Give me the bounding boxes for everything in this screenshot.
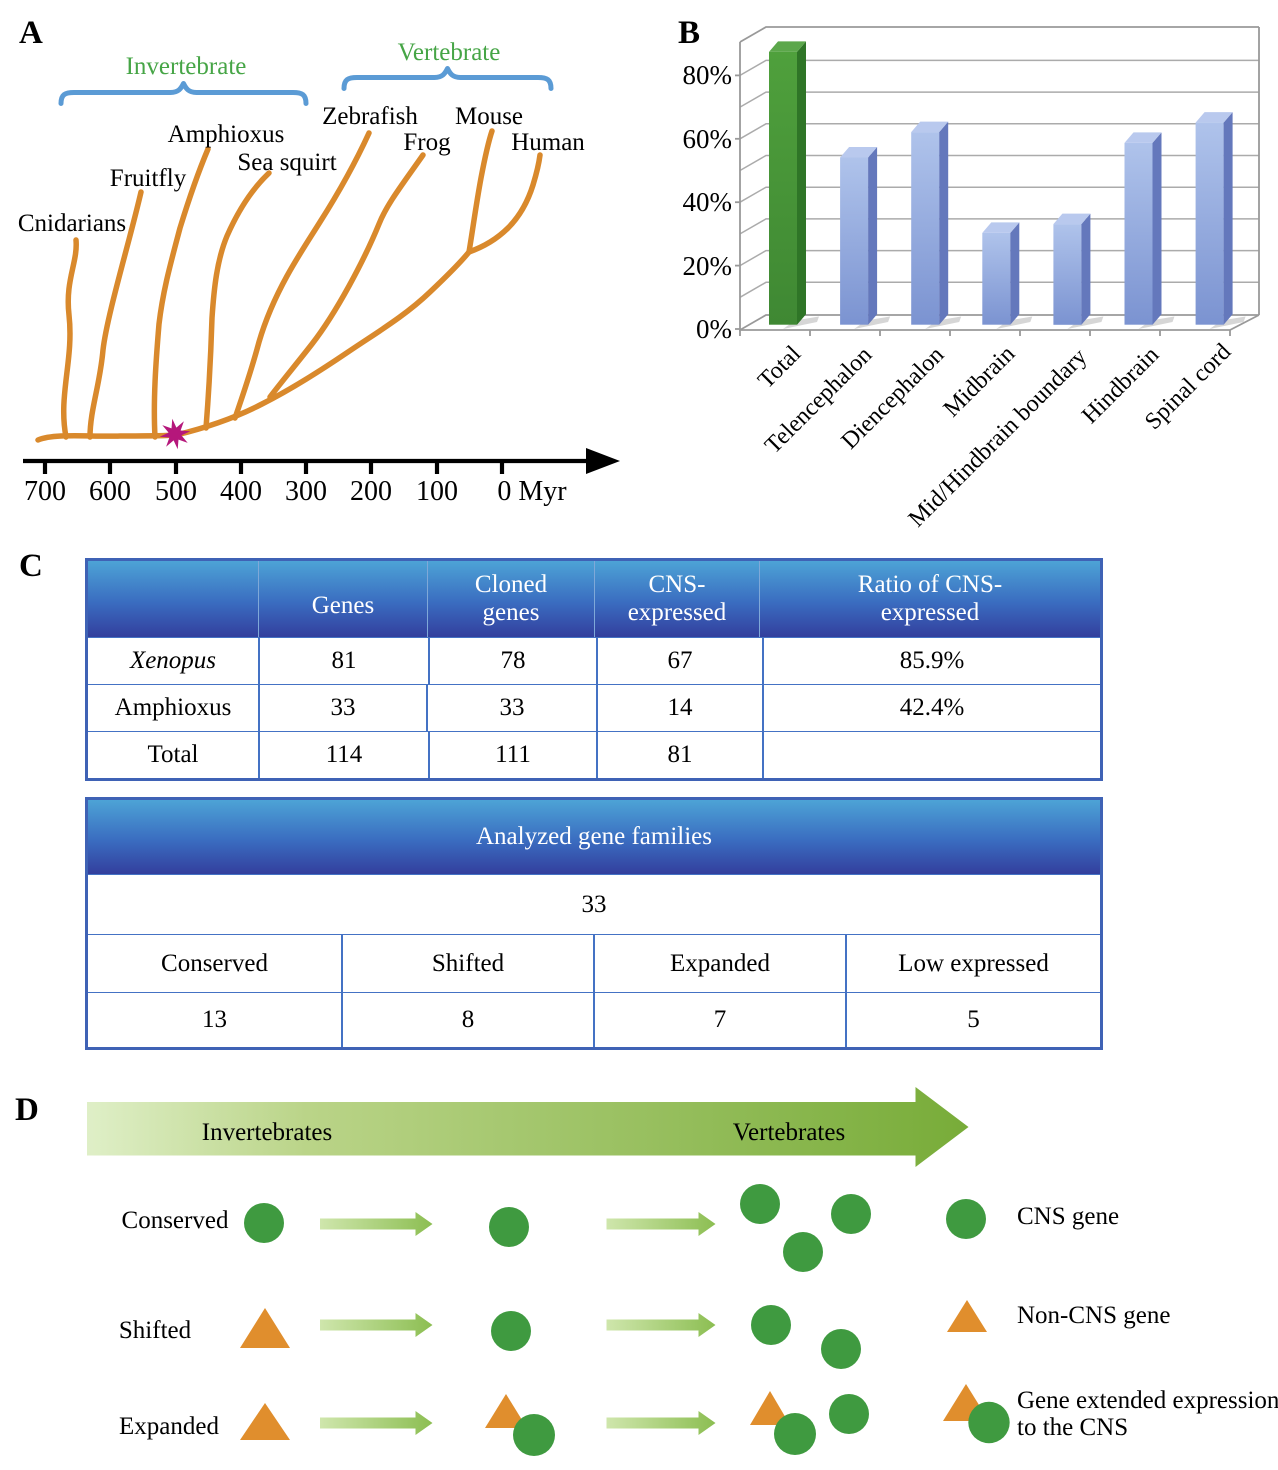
svg-text:Amphioxus: Amphioxus: [168, 121, 285, 148]
svg-text:Zebrafish: Zebrafish: [322, 103, 418, 130]
svg-text:20%: 20%: [683, 251, 733, 281]
svg-text:Human: Human: [511, 129, 585, 156]
svg-text:Invertebrate: Invertebrate: [126, 53, 247, 80]
svg-text:0 Myr: 0 Myr: [497, 476, 567, 507]
svg-text:Sea squirt: Sea squirt: [237, 149, 336, 176]
svg-text:Conserved: Conserved: [122, 1207, 229, 1234]
svg-text:Vertebrate: Vertebrate: [398, 39, 501, 66]
svg-text:Total: Total: [753, 341, 806, 394]
svg-text:to the CNS: to the CNS: [1017, 1414, 1128, 1441]
svg-text:Frog: Frog: [403, 129, 451, 156]
svg-text:Fruitfly: Fruitfly: [110, 165, 187, 192]
svg-text:Non-CNS gene: Non-CNS gene: [1017, 1302, 1170, 1329]
svg-text:700: 700: [24, 476, 66, 507]
svg-text:600: 600: [89, 476, 131, 507]
svg-text:400: 400: [220, 476, 262, 507]
svg-text:Cnidarians: Cnidarians: [18, 210, 126, 237]
svg-text:300: 300: [285, 476, 327, 507]
svg-text:Mouse: Mouse: [455, 103, 523, 130]
svg-text:40%: 40%: [683, 187, 733, 217]
svg-text:0%: 0%: [696, 314, 732, 344]
svg-text:Gene extended expression: Gene extended expression: [1017, 1387, 1278, 1414]
svg-text:60%: 60%: [683, 124, 733, 154]
svg-text:Invertebrates: Invertebrates: [202, 1119, 332, 1146]
svg-text:Shifted: Shifted: [119, 1317, 192, 1344]
svg-text:100: 100: [416, 476, 458, 507]
svg-text:80%: 80%: [683, 60, 733, 90]
svg-text:Vertebrates: Vertebrates: [733, 1119, 845, 1146]
svg-text:CNS gene: CNS gene: [1017, 1203, 1119, 1230]
svg-text:200: 200: [350, 476, 392, 507]
svg-text:500: 500: [155, 476, 197, 507]
svg-text:Expanded: Expanded: [119, 1413, 219, 1440]
